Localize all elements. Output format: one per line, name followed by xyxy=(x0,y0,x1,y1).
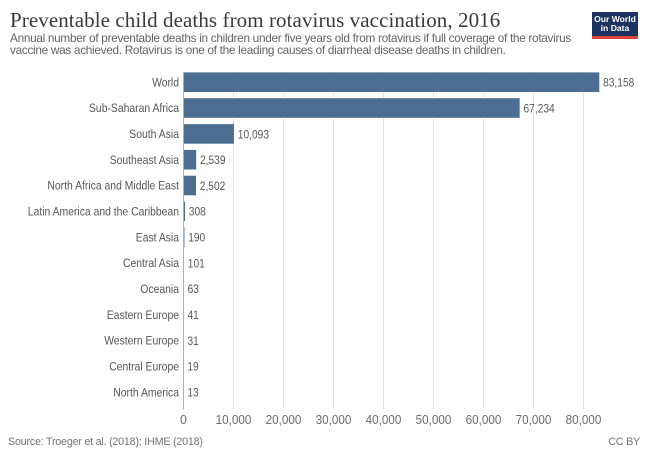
svg-text:Central Europe: Central Europe xyxy=(109,360,179,374)
svg-text:South Asia: South Asia xyxy=(129,127,179,141)
svg-text:20,000: 20,000 xyxy=(266,413,302,427)
svg-text:0: 0 xyxy=(180,413,187,427)
svg-text:50,000: 50,000 xyxy=(416,413,452,427)
svg-text:East Asia: East Asia xyxy=(136,230,179,244)
svg-text:Western Europe: Western Europe xyxy=(104,334,179,348)
svg-text:Latin America and the Caribbea: Latin America and the Caribbean xyxy=(28,205,179,219)
svg-text:70,000: 70,000 xyxy=(516,413,552,427)
svg-text:63: 63 xyxy=(188,282,199,296)
svg-text:Eastern Europe: Eastern Europe xyxy=(107,308,179,322)
svg-text:83,158: 83,158 xyxy=(603,76,634,90)
svg-text:31: 31 xyxy=(188,334,199,348)
svg-text:19: 19 xyxy=(187,360,198,374)
svg-text:41: 41 xyxy=(188,308,199,322)
svg-text:World: World xyxy=(152,75,179,89)
svg-text:10,000: 10,000 xyxy=(216,413,252,427)
svg-text:308: 308 xyxy=(189,205,206,219)
svg-text:Central Asia: Central Asia xyxy=(123,256,179,270)
svg-text:North Africa and Middle East: North Africa and Middle East xyxy=(47,179,179,193)
svg-text:30,000: 30,000 xyxy=(316,413,352,427)
svg-text:2,539: 2,539 xyxy=(200,153,226,167)
svg-text:2,502: 2,502 xyxy=(200,179,226,193)
svg-text:Southeast Asia: Southeast Asia xyxy=(110,153,179,167)
svg-text:10,093: 10,093 xyxy=(238,127,269,141)
svg-text:80,000: 80,000 xyxy=(566,413,602,427)
svg-text:101: 101 xyxy=(188,256,205,270)
svg-text:40,000: 40,000 xyxy=(366,413,402,427)
svg-text:North America: North America xyxy=(113,385,179,399)
svg-text:60,000: 60,000 xyxy=(466,413,502,427)
svg-text:67,234: 67,234 xyxy=(524,101,555,115)
svg-text:Sub-Saharan Africa: Sub-Saharan Africa xyxy=(89,101,179,115)
svg-text:13: 13 xyxy=(187,386,198,400)
svg-text:190: 190 xyxy=(188,231,205,245)
svg-text:Oceania: Oceania xyxy=(140,282,179,296)
